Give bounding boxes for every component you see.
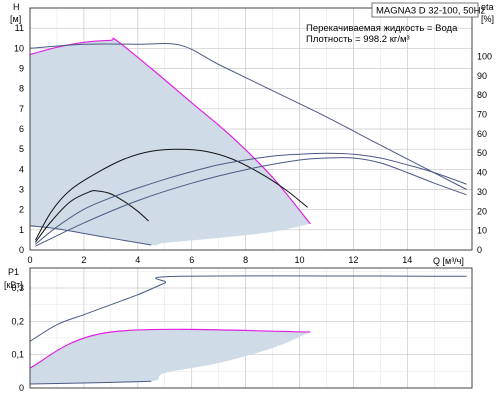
- eta-tick-label: 30: [477, 187, 487, 197]
- p1-chart-max-curve-1: [29, 328, 311, 369]
- h-tick-label: 0: [19, 245, 24, 255]
- q-tick-label: 2: [81, 255, 86, 265]
- h-tick-label: 6: [19, 124, 24, 134]
- eta-tick-label: 50: [477, 148, 487, 158]
- h-tick-label: 4: [19, 164, 24, 174]
- p1-axis-unit: [кВт]: [4, 280, 23, 290]
- h-tick-label: 7: [19, 104, 24, 114]
- model-label: MAGNA3 D 32-100, 50Hz: [376, 6, 486, 17]
- q-tick-label: 14: [402, 255, 412, 265]
- info-box: MAGNA3 D 32-100, 50Hz Перекачиваемая жид…: [306, 2, 486, 45]
- q-tick-label: 12: [348, 255, 358, 265]
- p1-tick-label: 0,3: [11, 283, 24, 293]
- eta-tick-label: 0: [477, 245, 482, 255]
- curves: [29, 37, 467, 385]
- p1-chart-min-curve-2: [29, 380, 152, 385]
- q-tick-label: 6: [189, 255, 194, 265]
- operating-areas: [30, 38, 311, 384]
- h-chart-eta-curve-6: [35, 157, 467, 247]
- eta-axis-label: eta: [481, 2, 494, 12]
- h-chart-max-curve-0: [29, 37, 311, 225]
- h-tick-label: 8: [19, 84, 24, 94]
- h-tick-label: 5: [19, 144, 24, 154]
- h-tick-label: 10: [14, 43, 24, 53]
- h-axis-label: H: [13, 2, 20, 12]
- eta-tick-label: 70: [477, 109, 487, 119]
- h-tick-label: 2: [19, 205, 24, 215]
- q-tick-label: 8: [243, 255, 248, 265]
- eta-axis-unit: [%]: [481, 14, 494, 24]
- h-tick-label: 9: [19, 64, 24, 74]
- operating-area-h: [30, 38, 311, 246]
- eta-tick-label: 20: [477, 206, 487, 216]
- eta-tick-label: 90: [477, 71, 487, 81]
- eta-tick-label: 100: [477, 51, 492, 61]
- eta-tick-label: 10: [477, 226, 487, 236]
- p1-chart-pump-curve-0: [29, 275, 467, 342]
- axis-labels: H [м] eta [%] Q [м³/ч] P1 [кВт]: [4, 2, 494, 290]
- q-tick-label: 10: [295, 255, 305, 265]
- q-tick-label: 4: [135, 255, 140, 265]
- h-chart-eta-curve-3: [34, 148, 308, 241]
- h-chart-min-curve-1: [29, 225, 152, 246]
- p1-chart-frame: [29, 267, 473, 389]
- h-axis-unit: [м]: [10, 14, 21, 24]
- p1-tick-label: 0,1: [11, 350, 24, 360]
- h-tick-label: 3: [19, 185, 24, 195]
- plot-frames: [29, 7, 473, 389]
- h-tick-label: 11: [15, 23, 24, 33]
- h-chart-frame: [29, 7, 473, 251]
- liquid-label: Перекачиваемая жидкость = Вода: [306, 23, 458, 34]
- density-label: Плотность = 998.2 кг/м³: [306, 34, 410, 45]
- q-axis-label: Q [м³/ч]: [433, 256, 464, 266]
- h-tick-label: 1: [19, 225, 24, 235]
- eta-tick-label: 80: [477, 90, 487, 100]
- h-chart-eta-curve-5: [35, 152, 467, 245]
- h-chart-eta-curve-4: [34, 190, 149, 243]
- eta-tick-label: 60: [477, 129, 487, 139]
- q-tick-label: 0: [27, 255, 32, 265]
- p1-axis-label: P1: [8, 267, 19, 277]
- p1-tick-label: 0: [19, 383, 24, 393]
- h-chart-pump-curve-2: [29, 43, 467, 190]
- operating-area-p1: [30, 329, 311, 384]
- eta-tick-label: 40: [477, 168, 487, 178]
- p1-tick-label: 0,2: [11, 316, 24, 326]
